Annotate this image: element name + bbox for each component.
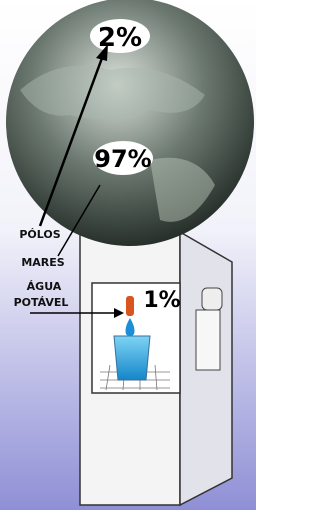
illustration: 2% 97% PÓLOS MARES ÁGUA POTÁVEL 1% — [0, 0, 256, 510]
water-label: ÁGUA — [27, 280, 62, 293]
water-label: POTÁVEL — [14, 296, 69, 309]
page: 2% 97% PÓLOS MARES ÁGUA POTÁVEL 1% (() =… — [0, 0, 256, 510]
poles-label: PÓLOS — [19, 228, 60, 241]
drinking-percent: 1% — [143, 288, 180, 313]
water-cooler — [80, 232, 232, 505]
seas-percent: 97% — [94, 145, 151, 173]
seas-label: MARES — [21, 256, 64, 269]
